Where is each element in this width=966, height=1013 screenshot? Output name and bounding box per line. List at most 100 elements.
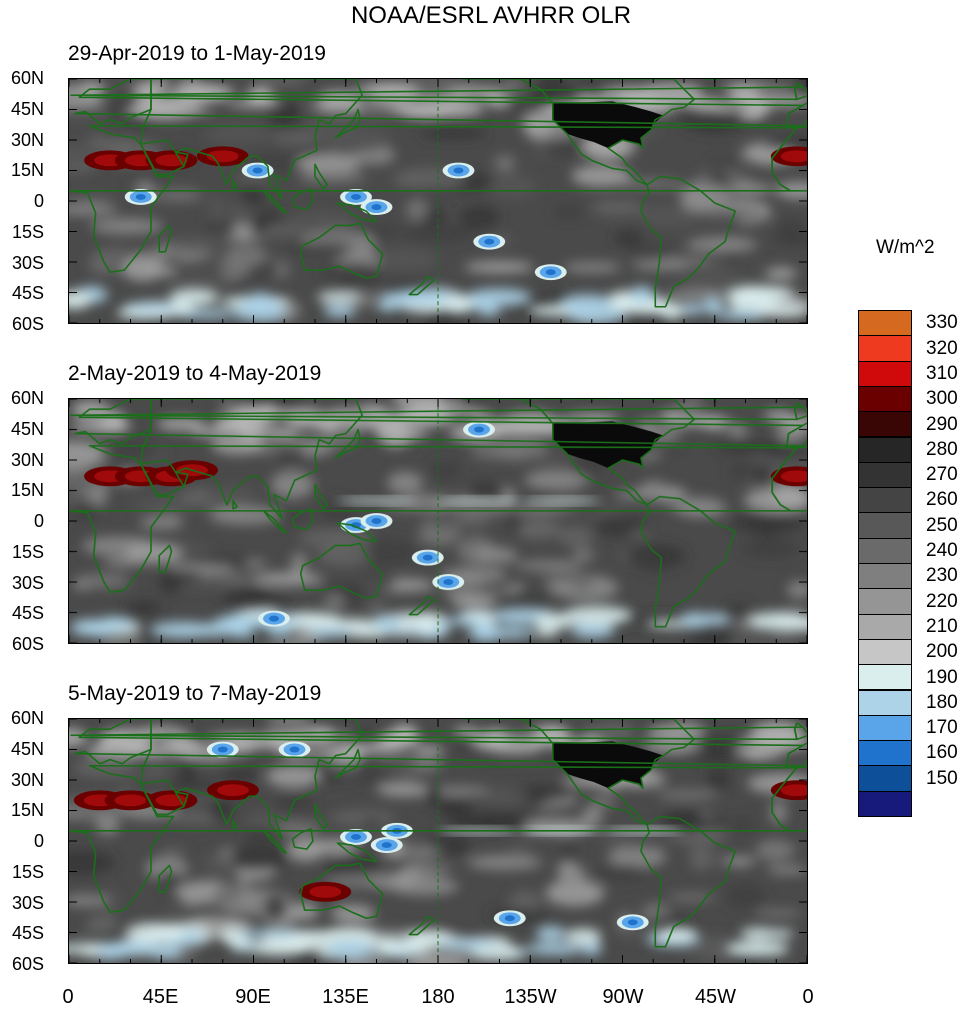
colorbar-swatch [858,638,912,666]
colorbar-tick-label: 250 [926,514,958,536]
lat-tick-label: 30N [10,769,44,790]
colorbar-tick-label: 190 [926,666,958,688]
colorbar-swatch [858,714,912,742]
coastline-australia [299,862,384,920]
coastline-southamerica [640,175,737,308]
colorbar-tick-label: 170 [926,717,958,739]
colorbar-swatch [858,461,912,489]
lat-tick-label: 15S [11,541,44,562]
lon-tick-label: 45E [142,986,179,1008]
lon-tick-label: 135E [322,986,369,1008]
axis-ticks [69,399,807,643]
lat-tick-label: 15N [10,160,44,181]
lat-tick-label: 60S [11,634,44,654]
colorbar-tick-label: 270 [926,464,958,486]
masked-region [552,741,664,789]
colorbar-tick-label: 240 [926,540,958,561]
lat-tick-label: 45S [11,283,44,304]
coastline-africa [69,124,798,273]
lat-tick-label: 15S [11,861,44,882]
lon-tick-label: 135W [504,986,557,1008]
coastlines [69,399,807,628]
coastline-africa [69,764,798,913]
lat-tick-label: 45N [10,418,44,439]
panel-label-3: 5-May-2019 to 7-May-2019 [68,682,322,705]
lat-tick-label: 30N [10,129,44,150]
colorbar-tick-label: 180 [926,691,958,713]
lat-tick-label: 60N [10,708,44,728]
figure-title: NOAA/ESRL AVHRR OLR [350,2,632,29]
olr-map-1 [68,78,808,324]
colorbar-swatch [858,790,912,817]
colorbar-tick-label: 330 [926,312,958,334]
colorbar-swatch [858,664,912,691]
colorbar-tick-label: 200 [926,641,958,663]
lat-tick-label: 0 [33,191,44,211]
colorbar-swatch [858,765,912,792]
coastline-philippines [314,803,329,830]
colorbar-swatch [858,360,912,387]
panel-label-2: 2-May-2019 to 4-May-2019 [68,362,322,385]
colorbar-tick-label: 320 [926,337,958,359]
coastline-borneo [291,508,314,530]
coastline-japan [334,748,361,779]
coastline-madagascar [158,224,173,253]
coastline-nz [408,275,435,296]
axis-ticks [69,79,807,323]
olr-map-3 [68,718,808,964]
lon-tick-label: 90W [602,986,644,1008]
lat-tick-label: 30S [11,572,44,593]
lat-tick-label: 15S [11,221,44,242]
lat-tick-label: 15N [10,480,44,501]
lat-tick-label: 60N [10,68,44,88]
coastline-nz [408,915,435,936]
coastline-borneo [291,828,314,850]
coastline-newguinea [336,202,378,223]
panel-label-1: 29-Apr-2019 to 1-May-2019 [68,42,326,65]
lon-tick-label: 0 [62,986,74,1008]
lat-tick-label: 30S [11,252,44,273]
colorbar-tick-label: 160 [926,742,958,764]
coastline-northamerica [461,79,696,186]
colorbar-swatch [858,487,912,514]
coastline-sumatra [262,190,288,214]
coastline-madagascar [158,544,173,573]
colorbar-tick-label: 220 [926,590,958,612]
coastline-sumatra [262,510,288,534]
lat-tick-label: 0 [33,511,44,531]
coastline-newguinea [336,522,378,543]
coastline-southamerica [640,495,737,628]
colorbar-swatch [858,740,912,767]
lat-tick-label: 15N [10,800,44,821]
lat-tick-label: 45N [10,738,44,759]
lon-tick-label: 45W [694,986,737,1008]
colorbar-tick-label: 300 [926,388,958,410]
lon-tick-label: 180 [421,986,455,1008]
olr-field-svg [69,399,807,643]
coastline-newguinea [336,842,378,863]
lat-tick-label: 0 [33,831,44,851]
lat-tick-label: 60N [10,388,44,408]
olr-field-svg [69,79,807,323]
masked-region [552,421,664,469]
lat-tick-label: 45N [10,98,44,119]
axis-ticks [69,719,807,963]
colorbar-swatch [858,537,912,564]
coastline-sumatra [262,830,288,854]
coastline-philippines [314,163,329,190]
colorbar-swatch [858,512,912,539]
coastlines [69,719,807,948]
coastlines [69,79,807,308]
colorbar-tick-label: 210 [926,615,958,637]
olr-map-2 [68,398,808,644]
colorbar-swatch [858,411,912,438]
colorbar-tick-label: 290 [926,413,958,435]
coastline-arabia [139,139,189,176]
coastline-australia [299,222,384,280]
lon-tick-label: 0 [802,986,814,1008]
colorbar-swatch [858,588,912,615]
coastline-madagascar [158,864,173,893]
coastline-australia [299,542,384,600]
coastline-arabia [139,459,189,496]
coastline-japan [334,108,361,139]
